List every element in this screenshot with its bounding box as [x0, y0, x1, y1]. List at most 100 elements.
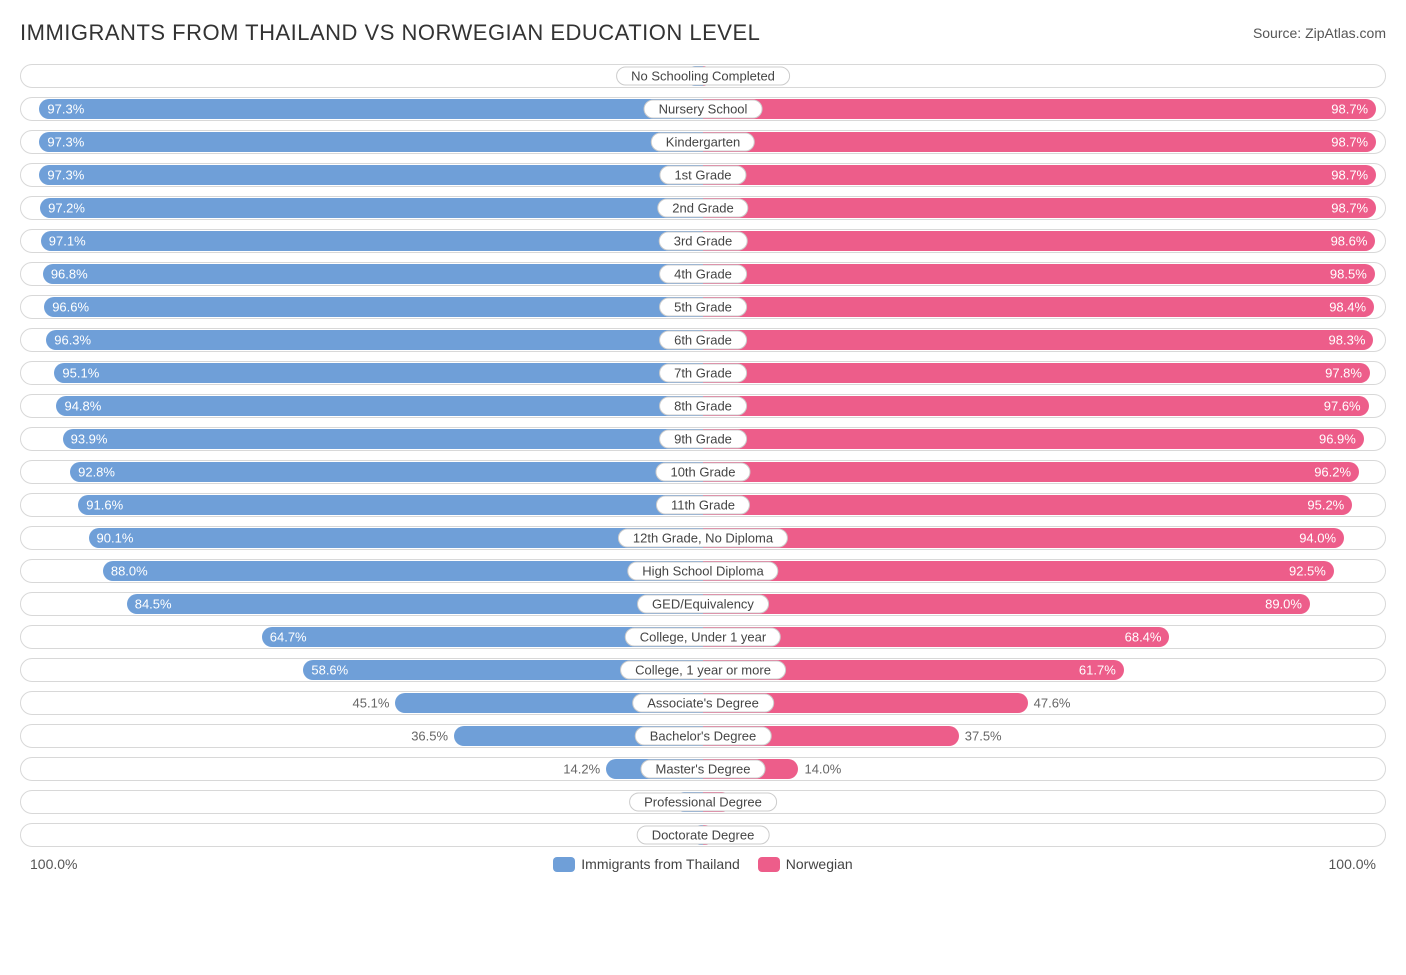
bar-right: 98.6%	[703, 231, 1375, 251]
bar-left: 90.1%	[89, 528, 703, 548]
legend-swatch-left	[553, 857, 575, 872]
bar-left: 97.1%	[41, 231, 703, 251]
chart-row: 4.3%4.2%Professional Degree	[20, 790, 1386, 814]
chart-row: 93.9%96.9%9th Grade	[20, 427, 1386, 451]
value-right: 97.6%	[1324, 399, 1361, 414]
chart-body: 2.7%1.3%No Schooling Completed97.3%98.7%…	[20, 64, 1386, 847]
bar-right: 96.2%	[703, 462, 1359, 482]
value-left: 14.2%	[563, 762, 600, 777]
value-left: 58.6%	[311, 663, 348, 678]
value-right: 47.6%	[1034, 696, 1071, 711]
bar-right: 98.7%	[703, 132, 1376, 152]
bar-left: 97.3%	[39, 99, 703, 119]
bar-left: 96.3%	[46, 330, 703, 350]
row-category-label: Doctorate Degree	[637, 826, 770, 845]
row-category-label: 12th Grade, No Diploma	[618, 529, 788, 548]
chart-row: 97.3% 98.7% Kindergarten	[20, 130, 1386, 154]
bar-left: 97.3%	[39, 132, 703, 152]
chart-row: 36.5%37.5%Bachelor's Degree	[20, 724, 1386, 748]
value-left: 97.1%	[49, 234, 86, 249]
chart-row: 64.7%68.4%College, Under 1 year	[20, 625, 1386, 649]
value-left: 95.1%	[62, 366, 99, 381]
bar-right: 94.0%	[703, 528, 1344, 548]
row-category-label: Master's Degree	[641, 760, 766, 779]
chart-row: 92.8%96.2%10th Grade	[20, 460, 1386, 484]
value-left: 96.6%	[52, 300, 89, 315]
value-right: 98.7%	[1331, 135, 1368, 150]
bar-right: 95.2%	[703, 495, 1352, 515]
bar-left: 93.9%	[63, 429, 703, 449]
chart-row: 96.3% 98.3% 6th Grade	[20, 328, 1386, 352]
bar-right: 97.8%	[703, 363, 1370, 383]
row-category-label: 8th Grade	[659, 397, 747, 416]
legend-label-right: Norwegian	[786, 856, 853, 872]
bar-right: 98.7%	[703, 198, 1376, 218]
row-category-label: Nursery School	[644, 100, 763, 119]
value-left: 97.3%	[47, 168, 84, 183]
chart-header: IMMIGRANTS FROM THAILAND VS NORWEGIAN ED…	[20, 20, 1386, 46]
chart-source: Source: ZipAtlas.com	[1253, 25, 1386, 41]
bar-left: 94.8%	[56, 396, 703, 416]
row-category-label: Kindergarten	[651, 133, 755, 152]
row-category-label: College, Under 1 year	[625, 628, 781, 647]
bar-left: 97.3%	[39, 165, 703, 185]
row-category-label: High School Diploma	[627, 562, 778, 581]
value-left: 96.3%	[54, 333, 91, 348]
value-right: 96.9%	[1319, 432, 1356, 447]
bar-left: 91.6%	[78, 495, 703, 515]
value-left: 92.8%	[78, 465, 115, 480]
bar-right: 98.7%	[703, 99, 1376, 119]
row-category-label: Bachelor's Degree	[635, 727, 772, 746]
chart-row: 14.2% 14.0% Master's Degree	[20, 757, 1386, 781]
chart-row: 88.0% 92.5% High School Diploma	[20, 559, 1386, 583]
value-right: 92.5%	[1289, 564, 1326, 579]
value-right: 98.7%	[1331, 102, 1368, 117]
value-left: 96.8%	[51, 267, 88, 282]
bar-right: 89.0%	[703, 594, 1310, 614]
row-category-label: 3rd Grade	[659, 232, 748, 251]
row-category-label: 5th Grade	[659, 298, 747, 317]
axis-left-label: 100.0%	[30, 856, 77, 872]
value-right: 98.4%	[1329, 300, 1366, 315]
row-category-label: Professional Degree	[629, 793, 777, 812]
value-right: 98.3%	[1329, 333, 1366, 348]
legend-swatch-right	[758, 857, 780, 872]
chart-row: 97.3% 98.7% Nursery School	[20, 97, 1386, 121]
bar-left: 84.5%	[127, 594, 703, 614]
bar-left: 95.1%	[54, 363, 703, 383]
value-left: 93.9%	[71, 432, 108, 447]
chart-footer: 100.0% Immigrants from Thailand Norwegia…	[20, 856, 1386, 872]
chart-row: 97.1% 98.6%3rd Grade	[20, 229, 1386, 253]
chart-row: 1.8%1.8%Doctorate Degree	[20, 823, 1386, 847]
value-left: 90.1%	[97, 531, 134, 546]
chart-row: 91.6%95.2%11th Grade	[20, 493, 1386, 517]
value-right: 89.0%	[1265, 597, 1302, 612]
legend-item-right: Norwegian	[758, 856, 853, 872]
row-category-label: 6th Grade	[659, 331, 747, 350]
row-category-label: 7th Grade	[659, 364, 747, 383]
value-right: 98.7%	[1331, 168, 1368, 183]
legend-item-left: Immigrants from Thailand	[553, 856, 739, 872]
value-left: 97.3%	[47, 102, 84, 117]
value-right: 94.0%	[1299, 531, 1336, 546]
bar-right: 98.7%	[703, 165, 1376, 185]
value-right: 37.5%	[965, 729, 1002, 744]
value-right: 14.0%	[804, 762, 841, 777]
chart-row: 96.8%98.5%4th Grade	[20, 262, 1386, 286]
row-category-label: 2nd Grade	[657, 199, 748, 218]
bar-right: 97.6%	[703, 396, 1369, 416]
source-prefix: Source:	[1253, 25, 1301, 41]
value-right: 97.8%	[1325, 366, 1362, 381]
value-right: 98.5%	[1330, 267, 1367, 282]
chart-row: 97.3%98.7%1st Grade	[20, 163, 1386, 187]
bar-right: 98.4%	[703, 297, 1374, 317]
chart-row: 84.5%89.0%GED/Equivalency	[20, 592, 1386, 616]
chart-row: 58.6%61.7%College, 1 year or more	[20, 658, 1386, 682]
row-category-label: Associate's Degree	[632, 694, 774, 713]
value-left: 97.2%	[48, 201, 85, 216]
bar-left: 88.0%	[103, 561, 703, 581]
value-left: 88.0%	[111, 564, 148, 579]
value-left: 91.6%	[86, 498, 123, 513]
chart-row: 45.1%47.6%Associate's Degree	[20, 691, 1386, 715]
legend-label-left: Immigrants from Thailand	[581, 856, 739, 872]
